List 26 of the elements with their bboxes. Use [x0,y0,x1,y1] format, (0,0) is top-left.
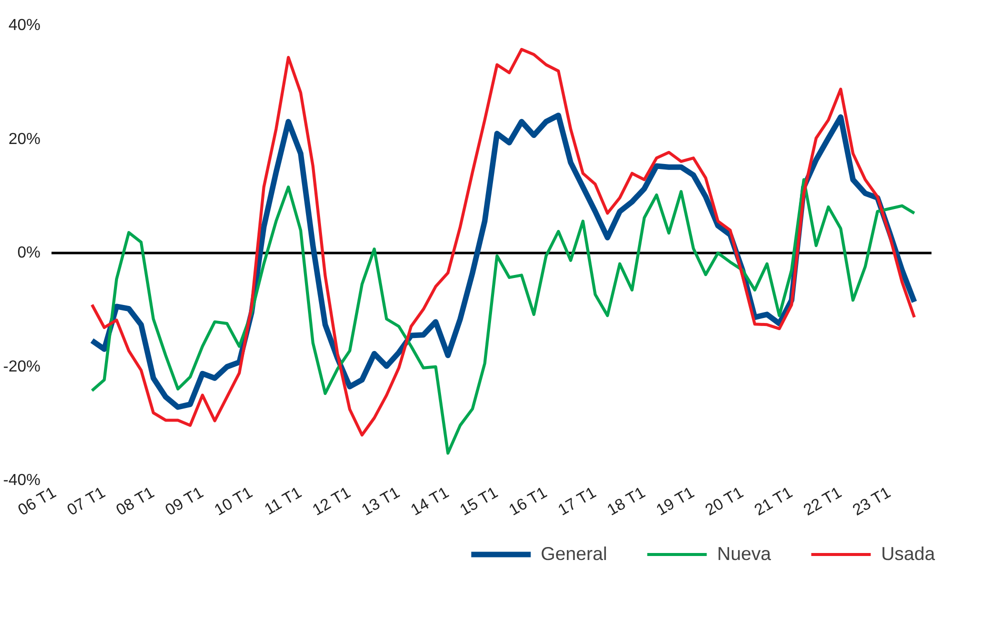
x-tick-label: 12 T1 [310,484,354,520]
x-tick-label: 10 T1 [212,484,256,520]
x-tick-label: 14 T1 [408,484,452,520]
line-series [90,48,916,436]
x-tick-label: 18 T1 [604,484,648,520]
x-tick-label: 08 T1 [114,484,158,520]
x-tick-label: 11 T1 [262,484,305,519]
legend-label: General [540,543,608,565]
x-tick-label: 22 T1 [800,484,845,520]
y-tick-label: 40% [8,17,41,34]
line-series [90,178,916,455]
legend-label: Nueva [717,543,772,565]
x-tick-label: 15 T1 [457,484,502,520]
x-tick-label: 20 T1 [702,484,747,520]
x-tick-label: 07 T1 [64,484,108,520]
x-tick-label: 23 T1 [850,484,894,520]
x-tick-label: 21 T1 [752,484,796,520]
y-tick-label: -20% [3,358,41,376]
x-tick-label: 16 T1 [506,484,550,520]
y-tick-label: 0% [17,244,40,262]
x-tick-label: 09 T1 [162,484,207,520]
x-tick-label: 13 T1 [359,484,403,520]
legend-label: Usada [881,543,935,565]
x-tick-label: 19 T1 [654,484,698,520]
x-tick-label: 17 T1 [556,484,600,520]
y-tick-label: 20% [8,130,41,148]
